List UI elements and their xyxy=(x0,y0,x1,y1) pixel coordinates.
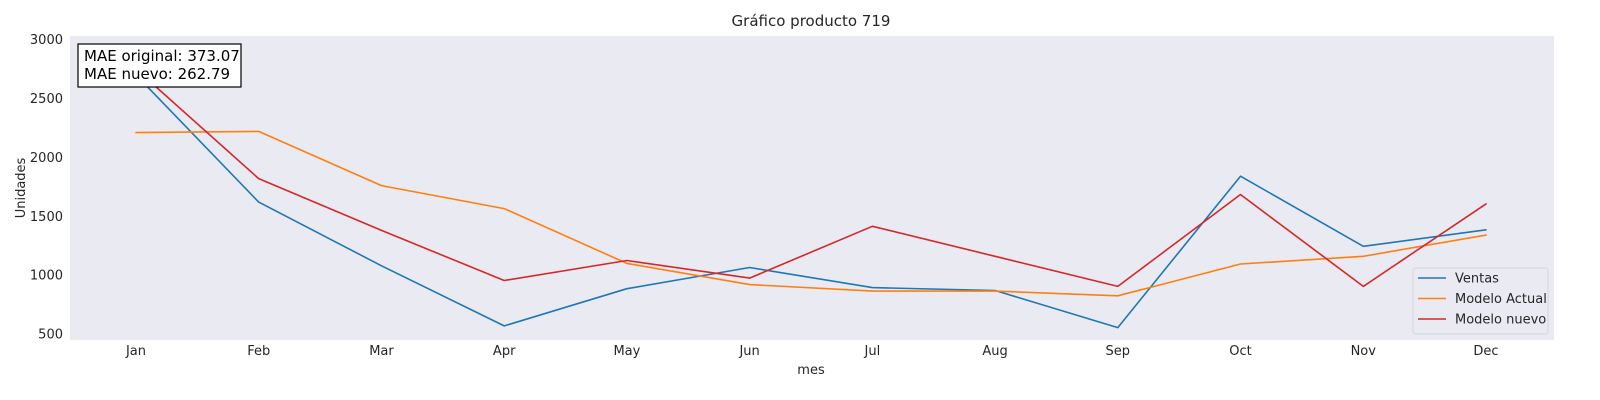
legend-label-ventas: Ventas xyxy=(1455,272,1499,287)
y-tick-label: 3000 xyxy=(30,33,63,48)
x-tick-label: Jan xyxy=(125,344,146,359)
x-tick-label: Apr xyxy=(493,344,516,359)
legend-label-modelo-nuevo: Modelo nuevo xyxy=(1455,313,1546,328)
x-tick-label: Oct xyxy=(1229,344,1251,359)
plot-area xyxy=(70,36,1554,340)
mae-original-text: MAE original: 373.07 xyxy=(84,47,240,65)
x-tick-label: Mar xyxy=(369,344,394,359)
x-axis-ticks: Jan Feb Mar Apr May Jun Jul Aug Sep Oct Nov Dec xyxy=(125,344,1499,359)
legend-box xyxy=(1412,267,1549,335)
x-axis-label: mes xyxy=(797,363,825,378)
y-axis-label: Unidades xyxy=(14,157,29,218)
y-tick-label: 1500 xyxy=(30,210,63,225)
y-tick-label: 1000 xyxy=(30,269,63,284)
legend: Ventas Modelo Actual Modelo nuevo xyxy=(1412,267,1549,335)
x-tick-label: Dec xyxy=(1473,344,1498,359)
x-tick-label: Feb xyxy=(247,344,270,359)
x-tick-label: Jul xyxy=(864,344,881,359)
y-tick-label: 2000 xyxy=(30,151,63,166)
series-lines xyxy=(135,68,1487,329)
series-line-modelo-actual xyxy=(135,130,1487,297)
mae-annotation: MAE original: 373.07 MAE nuevo: 262.79 xyxy=(77,43,242,88)
y-tick-label: 2500 xyxy=(30,92,63,107)
series-line-ventas xyxy=(135,74,1487,329)
mae-annotation-box xyxy=(77,43,242,88)
x-tick-label: Sep xyxy=(1106,344,1131,359)
mae-nuevo-text: MAE nuevo: 262.79 xyxy=(84,65,230,83)
x-tick-label: Aug xyxy=(982,344,1007,359)
x-tick-label: May xyxy=(613,344,640,359)
series-line-modelo-nuevo xyxy=(135,68,1487,288)
chart-title: Gráfico producto 719 xyxy=(732,12,891,30)
y-tick-label: 500 xyxy=(38,328,63,343)
legend-label-modelo-actual: Modelo Actual xyxy=(1455,292,1547,307)
x-tick-label: Jun xyxy=(738,344,759,359)
y-axis-ticks: 500 1000 1500 2000 2500 3000 xyxy=(30,33,63,343)
x-tick-label: Nov xyxy=(1351,344,1377,359)
